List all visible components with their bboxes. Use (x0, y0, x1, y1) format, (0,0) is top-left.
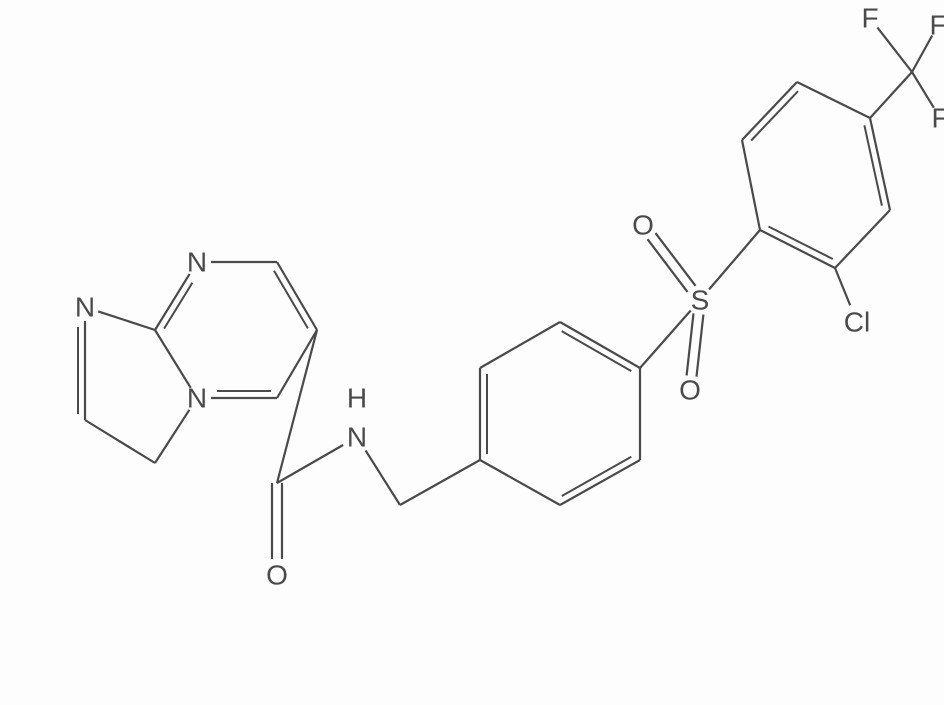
bond (85, 420, 155, 463)
bond (560, 460, 640, 505)
bond (400, 460, 480, 505)
bond (480, 322, 560, 368)
bond (277, 262, 317, 330)
bond (562, 331, 632, 371)
bond (870, 72, 912, 118)
bond (709, 230, 760, 289)
bond (877, 28, 912, 73)
bond (835, 210, 890, 268)
bond (760, 230, 835, 268)
atom-label-s: S (691, 284, 710, 315)
bond (98, 311, 155, 330)
bond (562, 457, 632, 496)
molecule-diagram: NNNONHSOOClFFF (0, 0, 944, 705)
bond (912, 36, 932, 73)
bond (155, 410, 189, 463)
bond (164, 283, 192, 329)
bond (277, 445, 343, 483)
atom-label-n: N (347, 421, 367, 452)
atom-label-o: O (679, 374, 701, 405)
atom-label-n: N (187, 382, 207, 413)
bond (480, 460, 560, 505)
bond (640, 311, 691, 369)
bond (560, 322, 640, 368)
bond (742, 82, 797, 140)
bond (697, 315, 704, 377)
atom-label-f: F (931, 102, 944, 133)
bond (277, 330, 317, 483)
bond (687, 313, 694, 375)
bond (769, 227, 833, 260)
atom-label-n: N (75, 291, 95, 322)
atom-label-cl: Cl (844, 306, 870, 337)
bond (751, 91, 798, 140)
atom-label-o: O (632, 209, 654, 240)
atom-label-h: H (347, 382, 367, 413)
atom-label-o: O (266, 559, 288, 590)
atom-label-n: N (187, 246, 207, 277)
bond (366, 451, 400, 506)
bond (277, 330, 317, 398)
bond (155, 274, 190, 330)
bond (835, 268, 850, 305)
bond (742, 140, 760, 230)
atom-label-f: F (861, 2, 878, 33)
bond (155, 330, 191, 388)
bond (797, 82, 870, 118)
bond (274, 271, 308, 329)
atom-label-f: F (929, 9, 944, 40)
